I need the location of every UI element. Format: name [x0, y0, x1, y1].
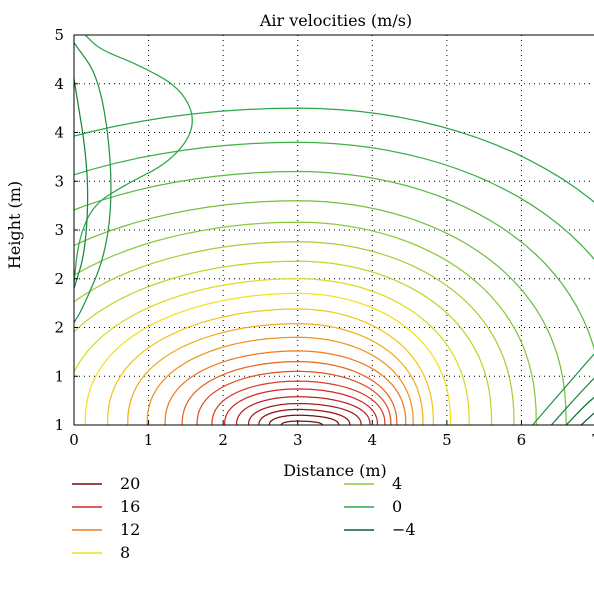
contour-line-9	[106, 308, 435, 425]
contour-line--1	[74, 42, 112, 324]
contour-line-11	[146, 336, 414, 425]
contour-line-4	[74, 221, 537, 425]
contour-line-12	[164, 350, 407, 425]
contour-line--1	[531, 353, 594, 425]
legend-label: 20	[120, 474, 140, 493]
y-tick-label: 1	[54, 367, 64, 385]
legend-label: 8	[120, 543, 130, 562]
contour-line-10	[127, 322, 424, 425]
contour-line-5	[74, 241, 515, 425]
contour-line-19	[258, 408, 351, 425]
contour-line-6	[74, 260, 493, 425]
y-axis-label: Height (m)	[5, 181, 24, 269]
contour-line-13	[181, 360, 398, 425]
legend-label: 4	[392, 474, 402, 493]
x-axis-label: Distance (m)	[283, 461, 387, 480]
legend-label: 0	[392, 497, 402, 516]
contour-line-8	[84, 292, 452, 425]
x-tick-label: 5	[442, 431, 452, 449]
contour-line-0	[74, 35, 193, 285]
contour-line-14	[196, 370, 392, 425]
x-tick-label: 6	[517, 431, 527, 449]
contour-lines	[74, 35, 594, 425]
x-tick-label: 7	[591, 431, 594, 449]
contour-line-7	[74, 278, 470, 425]
contour-line--2	[550, 377, 594, 425]
contour-line-20	[268, 414, 340, 425]
contour-line-0	[74, 107, 594, 203]
y-tick-label: 3	[54, 172, 64, 190]
x-tick-label: 3	[293, 431, 303, 449]
legend-label: 16	[120, 497, 140, 516]
legend: 20 16 12 8 4 0 −4	[72, 474, 416, 562]
contour-line-2	[74, 170, 594, 351]
contour-line--3	[565, 396, 594, 425]
grid-lines	[74, 35, 594, 425]
x-tick-labels: 0 1 2 3 4 5 6 7	[69, 421, 594, 449]
x-tick-label: 2	[218, 431, 228, 449]
contour-line--2	[74, 78, 89, 290]
y-tick-label: 4	[54, 124, 64, 142]
y-tick-label: 4	[54, 75, 64, 93]
y-tick-label: 5	[54, 26, 64, 44]
contour-line-16	[223, 388, 379, 425]
legend-label: 12	[120, 520, 140, 539]
contour-line-18	[247, 402, 362, 425]
contour-line-21	[280, 420, 323, 425]
contour-line--4	[580, 412, 594, 425]
y-tick-label: 3	[54, 221, 64, 239]
x-tick-label: 4	[368, 431, 378, 449]
contour-line-3	[74, 200, 567, 425]
y-tick-label: 1	[54, 416, 64, 434]
contour-line-17	[235, 396, 371, 425]
y-tick-label: 2	[54, 270, 64, 288]
chart-title: Air velocities (m/s)	[259, 11, 412, 30]
contour-line-1	[74, 141, 594, 261]
x-tick-label: 1	[144, 431, 154, 449]
x-tick-label: 0	[69, 431, 79, 449]
y-tick-labels: 1 1 2 2 3 3 4 4 5	[54, 26, 78, 434]
legend-label: −4	[392, 520, 416, 539]
contour-line-15	[211, 380, 386, 425]
y-tick-label: 2	[54, 319, 64, 337]
